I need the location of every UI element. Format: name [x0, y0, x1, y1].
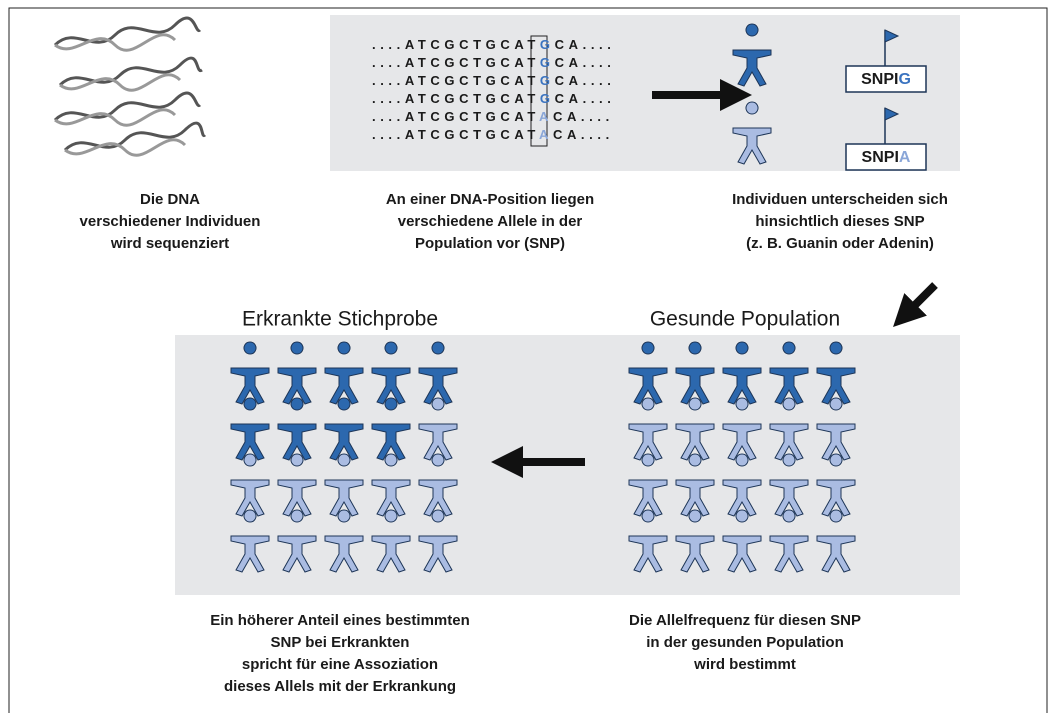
caption: Individuen unterscheiden sich: [732, 191, 948, 208]
sequence: ....ATCGCTGCATACA....: [372, 127, 614, 142]
sequence: ....ATCGCTGCATGCA....: [372, 55, 615, 70]
sequence-prefix: ....ATCGCTGCAT: [372, 37, 540, 52]
allele: G: [540, 73, 555, 88]
caption: Die Allelfrequenz für diesen SNP: [629, 612, 861, 629]
sequence-prefix: ....ATCGCTGCAT: [372, 73, 540, 88]
caption: (z. B. Guanin oder Adenin): [746, 235, 934, 252]
sequence-prefix: ....ATCGCTGCAT: [372, 91, 540, 106]
allele: G: [540, 55, 555, 70]
sequence-suffix: CA....: [553, 127, 614, 142]
allele: G: [540, 37, 555, 52]
caption: spricht für eine Assoziation: [242, 656, 438, 673]
sequence-suffix: CA....: [553, 109, 614, 124]
caption: Ein höherer Anteil eines bestimmten: [210, 612, 470, 629]
caption: verschiedene Allele in der: [398, 213, 583, 230]
caption: verschiedener Individuen: [80, 213, 261, 230]
dna-helices: [55, 18, 205, 155]
snp-name: SNPI: [862, 149, 899, 166]
caption: dieses Allels mit der Erkrankung: [224, 678, 456, 695]
sequence-prefix: ....ATCGCTGCAT: [372, 127, 539, 142]
allele: A: [539, 109, 553, 124]
panel-title: Erkrankte Stichprobe: [242, 308, 438, 331]
sequence-suffix: CA....: [555, 37, 616, 52]
sequence: ....ATCGCTGCATACA....: [372, 109, 614, 124]
snp-label: SNPIG: [861, 71, 911, 88]
allele: A: [899, 149, 911, 166]
caption: in der gesunden Population: [646, 634, 844, 651]
caption: hinsichtlich dieses SNP: [755, 213, 924, 230]
arrow: [910, 285, 935, 310]
allele: G: [898, 71, 910, 88]
sequence: ....ATCGCTGCATGCA....: [372, 91, 615, 106]
sequence: ....ATCGCTGCATGCA....: [372, 37, 615, 52]
caption: Die DNA: [140, 191, 200, 208]
caption: wird bestimmt: [693, 656, 796, 673]
snp-name: SNPI: [861, 71, 898, 88]
caption: An einer DNA-Position liegen: [386, 191, 594, 208]
caption: Population vor (SNP): [415, 235, 565, 252]
sequence: ....ATCGCTGCATGCA....: [372, 73, 615, 88]
snp-label: SNPIA: [862, 149, 911, 166]
caption: wird sequenziert: [110, 235, 229, 252]
sequence-prefix: ....ATCGCTGCAT: [372, 55, 540, 70]
diagram: Erkrankte Stichprobe Gesunde Population …: [0, 0, 1056, 713]
allele: A: [539, 127, 553, 142]
panel-title: Gesunde Population: [650, 308, 840, 331]
caption: SNP bei Erkrankten: [271, 634, 410, 651]
sequence-suffix: CA....: [555, 73, 616, 88]
sequence-prefix: ....ATCGCTGCAT: [372, 109, 539, 124]
sequence-suffix: CA....: [555, 91, 616, 106]
sequence-suffix: CA....: [555, 55, 616, 70]
allele: G: [540, 91, 555, 106]
